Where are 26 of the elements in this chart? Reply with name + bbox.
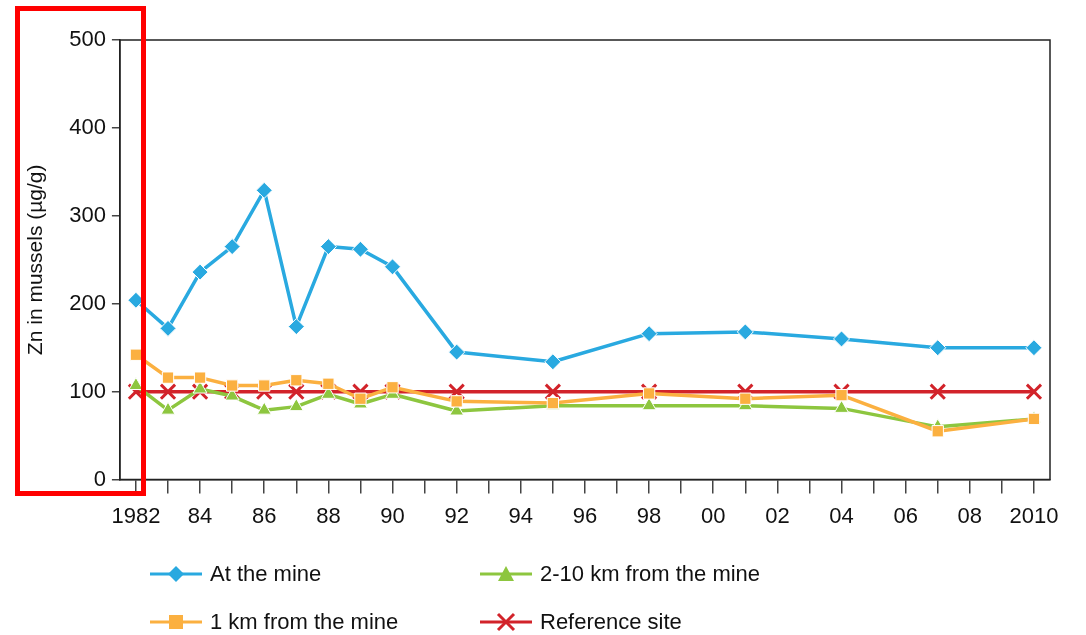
y-tick-label: 400 — [69, 113, 106, 139]
legend-label: Reference site — [540, 609, 682, 635]
x-tick-label: 90 — [380, 502, 405, 528]
x-tick-label: 96 — [572, 502, 598, 528]
x-tick-label: 84 — [187, 502, 213, 528]
x-tick-label: 2010 — [1009, 502, 1059, 528]
y-tick-label: 100 — [69, 377, 106, 403]
legend-label: 2-10 km from the mine — [540, 561, 761, 587]
x-tick-label: 1982 — [111, 502, 161, 528]
y-axis-title: Zn in mussels (µg/g) — [23, 164, 47, 356]
y-tick-label: 300 — [69, 201, 106, 227]
x-tick-label: 06 — [893, 502, 918, 528]
y-tick-label: 500 — [69, 26, 106, 52]
legend-label: 1 km from the mine — [210, 609, 399, 635]
x-tick-label: 86 — [251, 502, 277, 528]
x-tick-label: 00 — [701, 502, 726, 528]
y-tick-label: 0 — [93, 465, 106, 491]
x-tick-label: 98 — [636, 502, 662, 528]
legend-label: At the mine — [210, 561, 322, 587]
x-tick-label: 02 — [765, 502, 790, 528]
x-tick-label: 08 — [957, 502, 983, 528]
x-tick-label: 94 — [508, 502, 534, 528]
x-tick-label: 88 — [316, 502, 341, 528]
x-tick-label: 04 — [829, 502, 854, 528]
x-tick-label: 92 — [444, 502, 469, 528]
y-tick-label: 200 — [69, 289, 106, 315]
